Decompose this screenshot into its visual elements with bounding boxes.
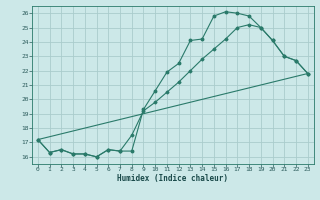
X-axis label: Humidex (Indice chaleur): Humidex (Indice chaleur): [117, 174, 228, 183]
